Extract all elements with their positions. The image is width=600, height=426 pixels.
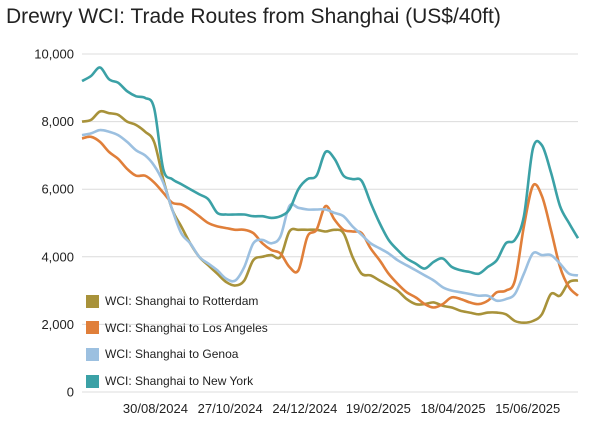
series-line-2: [81, 128, 579, 303]
y-tick-label: 2,000: [41, 317, 74, 332]
y-axis-ticks: 0 2,000 4,000 6,000 8,000 10,000: [34, 47, 74, 400]
legend-item: WCI: Shanghai to Rotterdam: [86, 288, 268, 315]
legend-label: WCI: Shanghai to New York: [105, 374, 254, 389]
y-tick-label: 6,000: [41, 182, 74, 197]
y-tick-label: 0: [67, 385, 74, 400]
series-lines: [81, 66, 580, 324]
series-line-3: [81, 66, 580, 276]
legend-swatch: [86, 321, 99, 335]
y-tick-label: 8,000: [41, 114, 74, 129]
y-tick-label: 4,000: [41, 249, 74, 264]
gridlines: [82, 53, 578, 393]
x-tick-label: 24/12/2024: [272, 401, 337, 416]
legend-item: WCI: Shanghai to New York: [86, 368, 268, 395]
legend-swatch: [86, 374, 99, 388]
series-line-1: [81, 135, 579, 309]
x-tick-label: 18/04/2025: [420, 401, 485, 416]
y-tick-label: 10,000: [34, 47, 74, 62]
x-tick-label: 27/10/2024: [198, 401, 263, 416]
legend-swatch: [86, 347, 99, 361]
legend-label: WCI: Shanghai to Los Angeles: [105, 320, 268, 335]
chart-title: Drewry WCI: Trade Routes from Shanghai (…: [6, 5, 501, 28]
x-tick-label: 19/02/2025: [346, 401, 411, 416]
legend-item: WCI: Shanghai to Los Angeles: [86, 315, 268, 342]
x-axis-ticks: 30/08/2024 27/10/2024 24/12/2024 19/02/2025…: [123, 401, 560, 416]
x-tick-label: 30/08/2024: [123, 401, 188, 416]
legend-label: WCI: Shanghai to Genoa: [105, 347, 239, 362]
legend: WCI: Shanghai to Rotterdam WCI: Shanghai …: [86, 288, 268, 394]
legend-item: WCI: Shanghai to Genoa: [86, 341, 268, 368]
legend-swatch: [86, 294, 99, 308]
x-tick-label: 15/06/2025: [495, 401, 560, 416]
legend-label: WCI: Shanghai to Rotterdam: [105, 294, 259, 309]
